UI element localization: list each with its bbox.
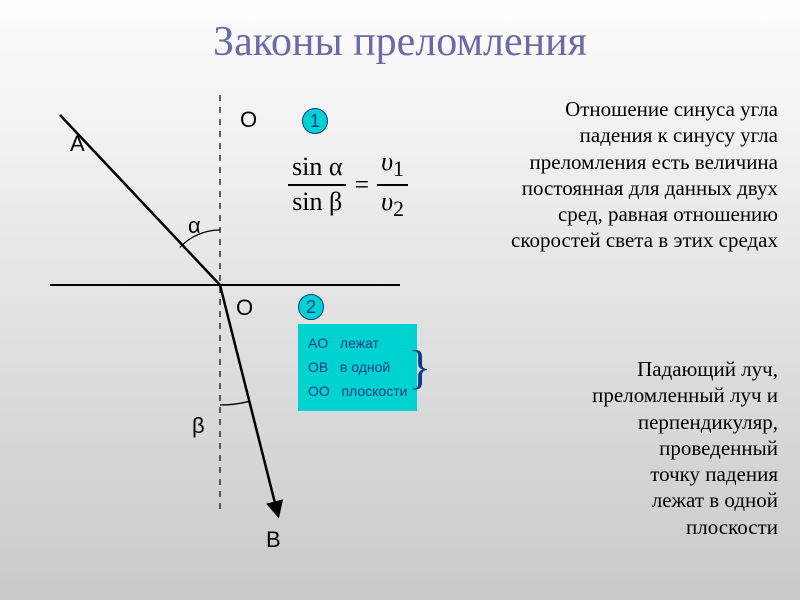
gb-line2: OB в одной bbox=[308, 356, 407, 380]
rhs-den: υ2 bbox=[377, 186, 408, 222]
gb-line1: AO лежат bbox=[308, 332, 407, 356]
formula-eq: = bbox=[354, 170, 369, 200]
lhs-num: sin α bbox=[288, 153, 346, 184]
label-alpha: α bbox=[188, 213, 201, 239]
formula-lhs: sin α sin β bbox=[288, 153, 346, 216]
rhs-num: υ1 bbox=[377, 148, 408, 184]
formula-rhs: υ1 υ2 bbox=[377, 148, 408, 222]
brace-icon: } bbox=[408, 327, 431, 409]
label-O-mid: O bbox=[236, 295, 253, 321]
number-circle-2: 2 bbox=[298, 294, 324, 320]
slide-title: Законы преломления bbox=[213, 18, 587, 66]
label-beta: β bbox=[192, 413, 205, 439]
snell-formula: sin α sin β = υ1 υ2 bbox=[288, 148, 408, 222]
label-A: A bbox=[70, 131, 85, 157]
law-text-1: Отношение синуса угла падения к синусу у… bbox=[498, 96, 778, 254]
label-B: B bbox=[266, 527, 281, 553]
number-circle-1: 1 bbox=[302, 108, 328, 134]
gb-line3: OO плоскости bbox=[308, 380, 407, 404]
lhs-den: sin β bbox=[288, 186, 346, 217]
law-text-2: Падающий луч,преломленный луч иперпендик… bbox=[498, 356, 778, 540]
coplanar-box: AO лежат OB в одной OO плоскости } bbox=[298, 324, 417, 411]
label-O-top: O bbox=[240, 107, 257, 133]
